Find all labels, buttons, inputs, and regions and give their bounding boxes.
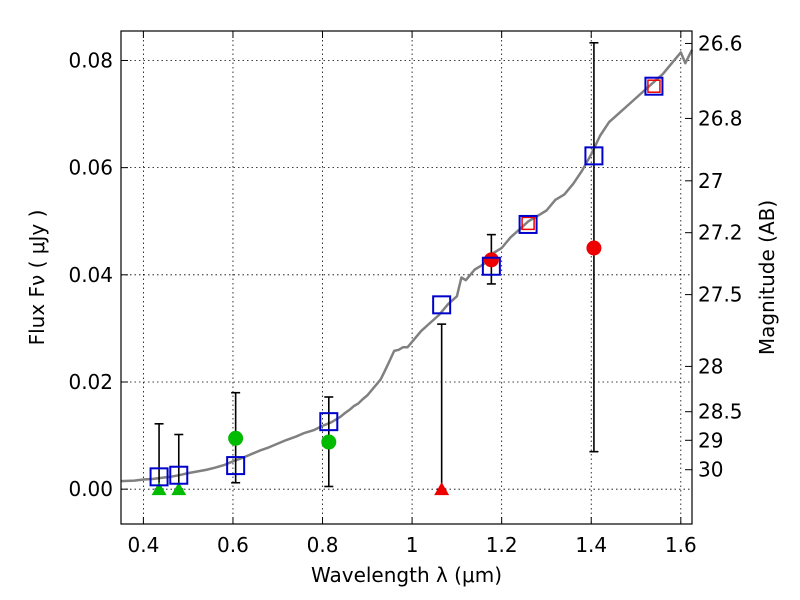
- model-point: [644, 76, 664, 96]
- observed-point: [483, 252, 499, 268]
- model-point: [319, 412, 339, 432]
- observed-point: [321, 434, 337, 450]
- model-point: [226, 456, 246, 476]
- y-tick-label: 0.06: [68, 156, 113, 180]
- observed-upper-limit: [171, 482, 187, 496]
- mag-tick-label: 27.5: [698, 283, 743, 307]
- y-axis-right-label: Magnitude (AB): [755, 200, 779, 355]
- model-point: [481, 256, 501, 276]
- y-tick-label: 0.08: [68, 48, 113, 72]
- y-tick-label: 0.02: [68, 370, 113, 394]
- x-tick-label: 1: [406, 533, 419, 557]
- y-tick-label: 0.04: [68, 263, 113, 287]
- model-points-layer: [149, 76, 664, 487]
- y-axis-label: Flux Fν ( μJy ): [25, 210, 49, 346]
- mag-tick-label: 27.2: [698, 221, 743, 245]
- observed-upper-limit: [434, 482, 450, 496]
- model-point: [584, 146, 604, 166]
- observed-point: [228, 430, 244, 446]
- tick-labels: 0.4 0.6 0.8 1 1.2 1.4 1.6 0.00 0.02 0.04 0.06 0.08 2…: [68, 31, 742, 557]
- observed-square: [521, 216, 535, 231]
- observed-point: [586, 240, 602, 256]
- x-tick-label: 1.4: [575, 533, 607, 557]
- mag-tick-label: 29: [698, 428, 723, 452]
- x-tick-label: 1.2: [486, 533, 518, 557]
- mag-tick-label: 30: [698, 458, 723, 482]
- y-tick-label: 0.00: [68, 477, 113, 501]
- x-tick-label: 0.6: [217, 533, 249, 557]
- x-axis-label: Wavelength λ (μm): [311, 563, 502, 587]
- model-point: [518, 214, 538, 234]
- mag-tick-label: 28.5: [698, 400, 743, 424]
- mag-tick-label: 28: [698, 354, 723, 378]
- x-tick-label: 0.4: [127, 533, 159, 557]
- model-point: [169, 465, 189, 485]
- observed-points-layer: [151, 79, 661, 496]
- x-tick-label: 1.6: [665, 533, 697, 557]
- mag-tick-label: 26.6: [698, 31, 743, 55]
- ticks: [121, 31, 692, 524]
- observed-upper-limit: [151, 482, 167, 496]
- observed-square: [647, 79, 661, 93]
- model-point: [432, 295, 452, 315]
- mag-tick-label: 27: [698, 169, 723, 193]
- model-point: [149, 467, 169, 487]
- mag-tick-label: 26.8: [698, 106, 743, 130]
- plot-frame: [120, 30, 693, 525]
- x-tick-label: 0.8: [307, 533, 339, 557]
